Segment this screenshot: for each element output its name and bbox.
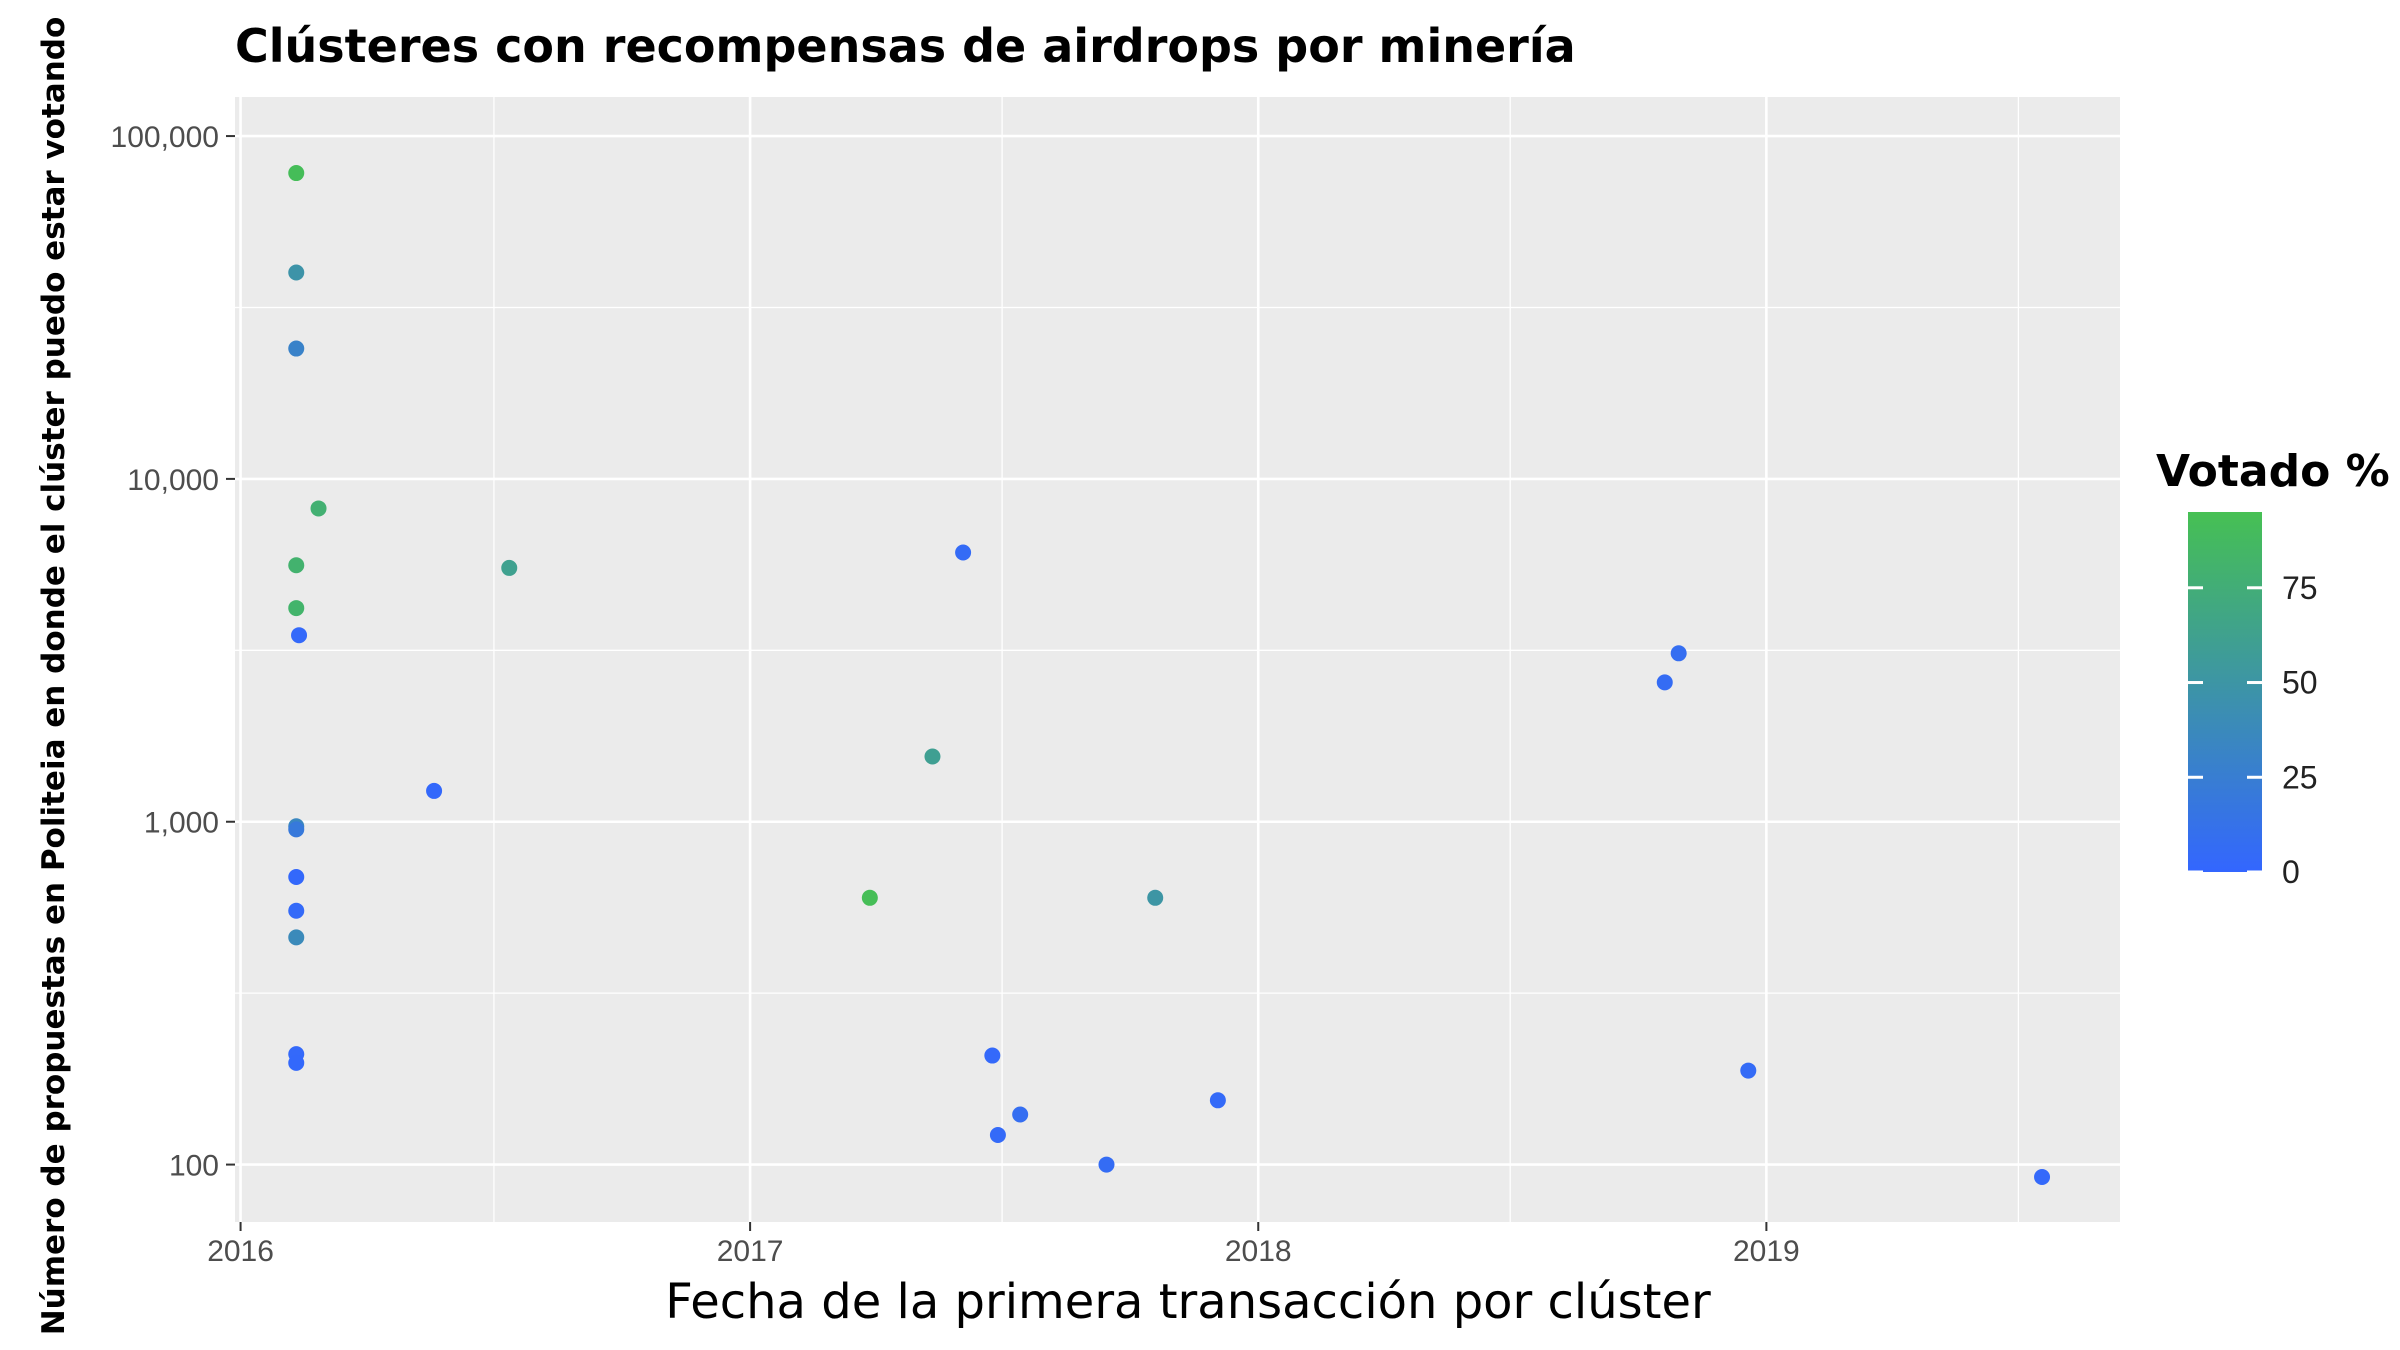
data-point [1012, 1106, 1029, 1123]
data-point [288, 165, 305, 182]
color-legend: Votado % 0 25 50 75 [2156, 446, 2390, 890]
axes: 2016 2017 2018 2019 100 1,000 10,000 100,000 [111, 121, 1800, 1268]
data-point [288, 557, 305, 574]
legend-title: Votado % [2156, 446, 2390, 497]
data-point [426, 782, 443, 799]
data-point [2034, 1168, 2051, 1185]
legend-tick-label: 50 [2282, 665, 2318, 701]
legend-tick-label: 75 [2282, 570, 2318, 606]
data-point [1209, 1092, 1226, 1109]
data-point [861, 889, 878, 906]
data-point [291, 627, 308, 644]
y-axis-title: Número de propuestas en Politeia en dond… [36, 17, 72, 1336]
y-tick-label: 100 [169, 1150, 219, 1183]
data-point [310, 500, 327, 517]
data-point [1098, 1156, 1115, 1173]
legend-tick-label: 25 [2282, 759, 2318, 795]
y-tick-label: 100,000 [111, 121, 219, 154]
plot-panel [235, 97, 2120, 1222]
legend-tick-label: 0 [2282, 854, 2300, 890]
data-point [1656, 674, 1673, 691]
data-point [288, 902, 305, 919]
y-tick-label: 10,000 [127, 464, 219, 497]
data-point [1147, 889, 1164, 906]
data-point [288, 1054, 305, 1071]
y-tick-label: 1,000 [144, 807, 219, 840]
data-point [955, 544, 972, 561]
data-point [288, 929, 305, 946]
data-point [288, 264, 305, 281]
data-point [989, 1126, 1006, 1143]
data-point [924, 748, 941, 765]
data-point [288, 868, 305, 885]
x-axis-title: Fecha de la primera transacción por clús… [665, 1274, 1711, 1330]
data-point [288, 821, 305, 838]
x-tick-label: 2016 [207, 1235, 274, 1268]
legend-colorbar [2188, 512, 2262, 872]
x-tick-label: 2017 [717, 1235, 784, 1268]
grid-lines [235, 97, 2120, 1222]
data-point [288, 600, 305, 617]
x-tick-label: 2018 [1225, 1235, 1292, 1268]
data-point [501, 559, 518, 576]
data-point [984, 1047, 1001, 1064]
chart-title: Clústeres con recompensas de airdrops po… [235, 19, 1576, 73]
data-point [1670, 645, 1687, 662]
data-point [1740, 1062, 1757, 1079]
data-points [288, 165, 2051, 1185]
x-tick-label: 2019 [1733, 1235, 1800, 1268]
data-point [288, 340, 305, 357]
